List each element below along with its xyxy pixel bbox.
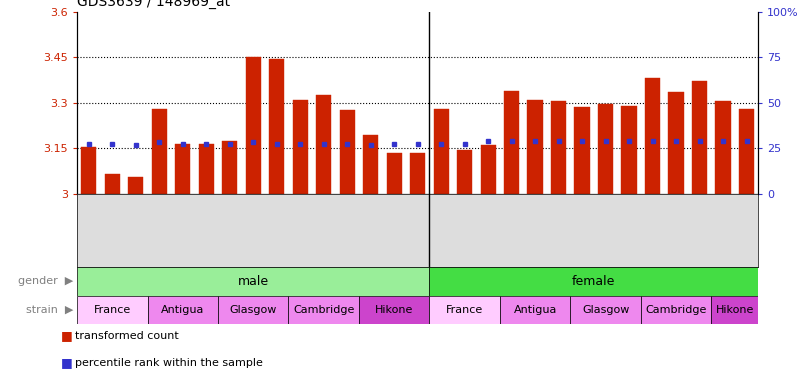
Bar <box>359 296 429 324</box>
Text: France: France <box>93 305 131 315</box>
Bar <box>289 296 359 324</box>
Bar <box>340 110 355 194</box>
Bar <box>480 145 496 194</box>
Text: Hikone: Hikone <box>715 305 754 315</box>
Bar <box>711 296 758 324</box>
Bar <box>504 91 519 194</box>
Bar <box>293 100 308 194</box>
Bar <box>598 104 613 194</box>
Text: Antigua: Antigua <box>161 305 204 315</box>
Text: France: France <box>446 305 483 315</box>
Bar <box>668 92 684 194</box>
Text: Glasgow: Glasgow <box>582 305 629 315</box>
Text: Antigua: Antigua <box>513 305 557 315</box>
Bar <box>77 296 148 324</box>
Bar <box>175 144 191 194</box>
Bar <box>692 81 707 194</box>
Text: female: female <box>572 275 616 288</box>
Bar <box>199 144 214 194</box>
Text: Hikone: Hikone <box>375 305 414 315</box>
Text: Glasgow: Glasgow <box>230 305 277 315</box>
Text: ■: ■ <box>61 356 72 369</box>
Bar <box>621 106 637 194</box>
Text: transformed count: transformed count <box>75 331 178 341</box>
Bar <box>527 100 543 194</box>
Text: GDS3639 / 148969_at: GDS3639 / 148969_at <box>77 0 230 9</box>
Bar <box>222 141 238 194</box>
Text: gender  ▶: gender ▶ <box>18 276 73 286</box>
Bar <box>218 296 289 324</box>
Text: Cambridge: Cambridge <box>646 305 706 315</box>
Bar <box>645 78 660 194</box>
Bar <box>434 109 448 194</box>
Bar <box>410 153 425 194</box>
Text: Cambridge: Cambridge <box>293 305 354 315</box>
Bar <box>570 296 641 324</box>
Bar <box>500 296 570 324</box>
Bar <box>457 150 472 194</box>
Text: male: male <box>238 275 268 288</box>
Bar <box>316 95 332 194</box>
Bar <box>551 101 566 194</box>
Bar <box>429 296 500 324</box>
Bar <box>148 296 218 324</box>
Bar <box>152 109 167 194</box>
Bar <box>269 59 285 194</box>
Bar <box>739 109 754 194</box>
Bar <box>387 153 401 194</box>
Bar <box>363 135 378 194</box>
Bar <box>574 107 590 194</box>
Bar <box>715 101 731 194</box>
Text: strain  ▶: strain ▶ <box>26 305 73 315</box>
Bar <box>105 174 120 194</box>
Bar <box>429 267 758 296</box>
Bar <box>77 267 429 296</box>
Bar <box>246 57 261 194</box>
Text: percentile rank within the sample: percentile rank within the sample <box>75 358 263 368</box>
Bar <box>81 147 97 194</box>
Bar <box>641 296 711 324</box>
Text: ■: ■ <box>61 329 72 343</box>
Bar <box>128 177 144 194</box>
